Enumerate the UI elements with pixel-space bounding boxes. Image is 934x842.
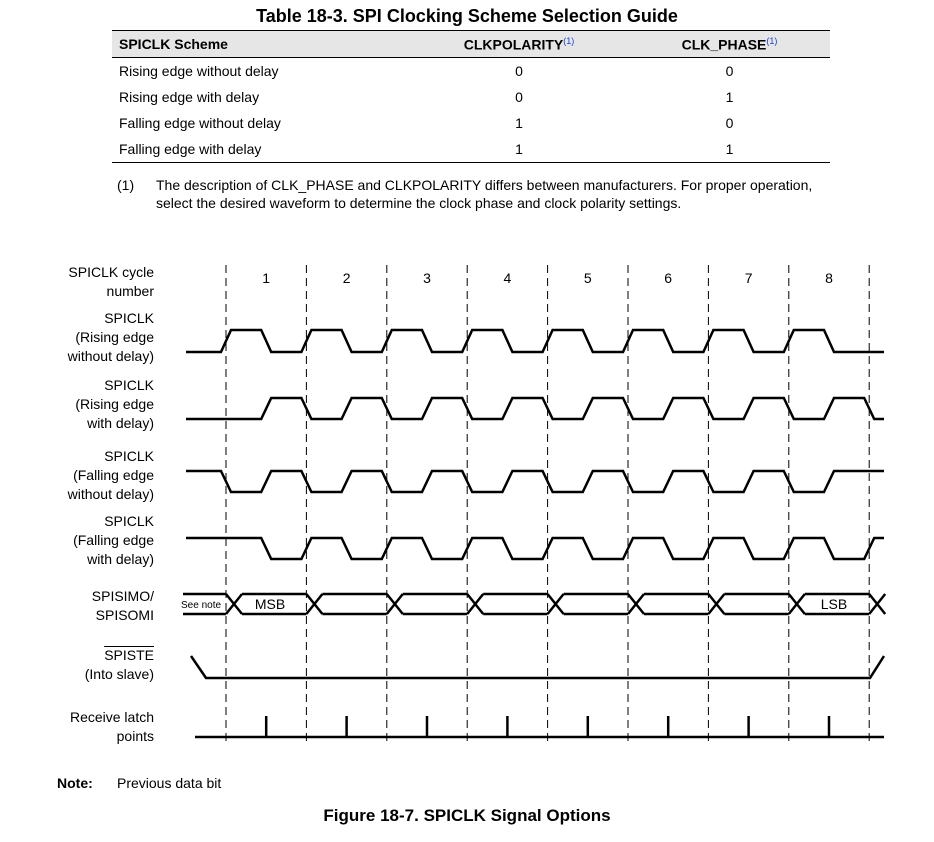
note-label: Note: xyxy=(57,775,93,791)
data-bus-crossing xyxy=(225,593,243,615)
table-row: Rising edge with delay 0 1 xyxy=(112,84,830,110)
spiclk-falling-delay-wave xyxy=(186,536,884,561)
cell-polarity: 0 xyxy=(515,63,523,79)
note-text: Previous data bit xyxy=(117,775,222,791)
spiclk-falling-no-delay-wave xyxy=(186,469,884,494)
see-note-label: See note xyxy=(181,600,221,611)
table-title: Table 18-3. SPI Clocking Scheme Selectio… xyxy=(256,6,678,26)
msb-label: MSB xyxy=(255,596,285,612)
header-clkpolarity: CLKPOLARITY(1) xyxy=(409,30,629,58)
table-header-row: SPICLK Scheme CLKPOLARITY(1) CLK_PHASE(1… xyxy=(112,30,830,58)
cycle-number: 3 xyxy=(423,270,431,286)
header-scheme: SPICLK Scheme xyxy=(112,30,409,58)
cell-phase: 0 xyxy=(725,115,734,131)
cell-polarity: 0 xyxy=(515,89,523,105)
note: Note: Previous data bit xyxy=(57,775,221,791)
signal-label-latch: Receive latch points xyxy=(69,709,154,744)
cycle-number: 8 xyxy=(825,270,833,286)
cell-phase: 0 xyxy=(725,63,734,79)
waveforms xyxy=(183,328,887,739)
data-bus-crossing xyxy=(707,593,726,615)
signal-label-falling-delay: SPICLK (Falling edge with delay) xyxy=(73,513,154,567)
cycle-number: 5 xyxy=(584,270,592,286)
cell-phase: 1 xyxy=(725,89,734,105)
table-row: Falling edge without delay 1 0 xyxy=(112,110,830,136)
cycle-number: 7 xyxy=(745,270,753,286)
signal-label-rising-no-delay: SPICLK (Rising edge without delay) xyxy=(67,310,154,364)
cell-scheme: Falling edge with delay xyxy=(112,136,409,163)
cell-polarity: 1 xyxy=(409,136,629,163)
data-bus-crossing xyxy=(305,593,324,615)
signal-label-rising-delay: SPICLK (Rising edge with delay) xyxy=(75,377,154,431)
footnote-ref[interactable]: (1) xyxy=(766,35,778,46)
table-row: Rising edge without delay 0 0 xyxy=(112,58,830,85)
data-bus-crossing xyxy=(466,593,485,615)
cell-scheme: Rising edge without delay xyxy=(119,63,279,79)
cycle-number: 2 xyxy=(343,270,351,286)
cell-phase: 1 xyxy=(629,136,830,163)
data-bus-crossing xyxy=(868,593,887,615)
spiclk-rising-no-delay-wave xyxy=(186,328,884,354)
cycle-boundaries xyxy=(225,265,870,745)
footnote-ref[interactable]: (1) xyxy=(563,35,575,46)
cycle-number-label: SPICLK cycle number xyxy=(68,264,154,299)
cell-scheme: Falling edge without delay xyxy=(119,115,281,131)
cycle-number: 6 xyxy=(664,270,672,286)
clocking-scheme-table: SPICLK Scheme CLKPOLARITY(1) CLK_PHASE(1… xyxy=(112,30,830,163)
data-bus-crossing xyxy=(385,593,404,615)
header-clk-phase: CLK_PHASE(1) xyxy=(629,30,830,58)
spiste-wave xyxy=(189,655,886,680)
cycle-number: 1 xyxy=(262,270,270,286)
signal-label-simo-somi: SPISIMO/SPISOMI xyxy=(91,588,154,623)
data-bus-crossing xyxy=(627,593,645,615)
data-bus-crossing xyxy=(787,593,806,615)
cell-polarity: 1 xyxy=(515,115,523,131)
signal-label-falling-no-delay: SPICLK (Falling edge without delay) xyxy=(67,448,154,502)
lsb-label: LSB xyxy=(821,596,847,612)
signal-label-spiste: SPISTE (Into slave) xyxy=(84,647,154,682)
spiclk-rising-delay-wave xyxy=(186,396,884,421)
data-bus-crossing xyxy=(546,593,565,615)
figure-title: Figure 18-7. SPICLK Signal Options xyxy=(323,806,611,825)
cell-scheme: Rising edge with delay xyxy=(119,89,260,105)
cycle-numbers: 1 2 3 4 5 6 7 8 xyxy=(262,270,833,286)
footnote-text: The description of CLK_PHASE and CLKPOLA… xyxy=(156,177,813,211)
footnote-number: (1) xyxy=(117,177,135,193)
cycle-number: 4 xyxy=(504,270,512,286)
table-row: Falling edge with delay 1 1 xyxy=(112,136,830,163)
